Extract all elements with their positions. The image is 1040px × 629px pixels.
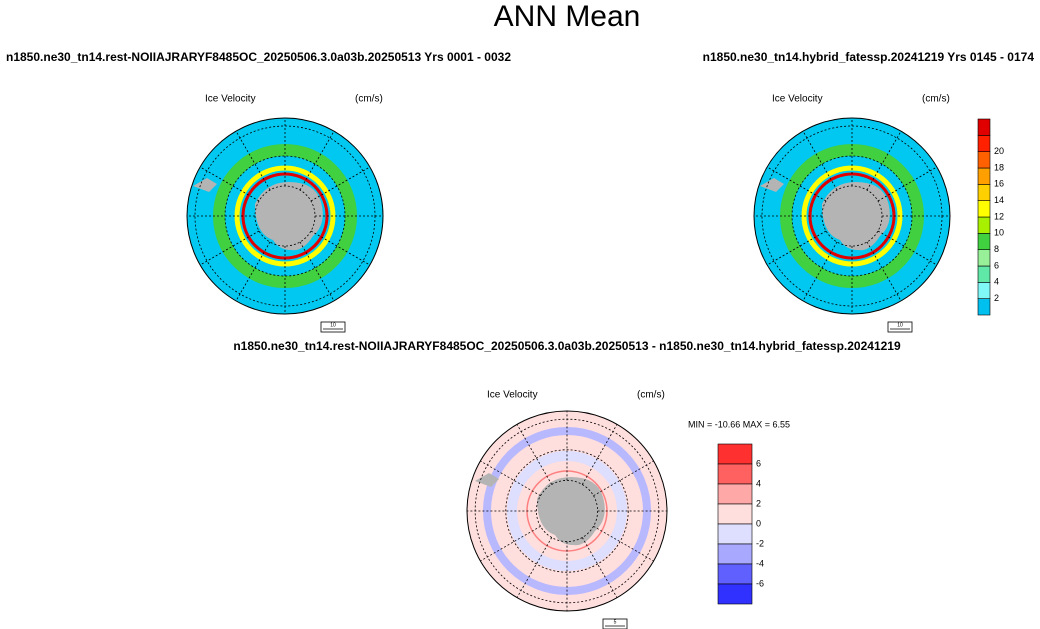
colorbar-tick-label: 16: [994, 179, 1004, 189]
colorbar-tick-label: 2: [994, 293, 999, 303]
colorbar-tick-label: 6: [994, 260, 999, 270]
longitude-line: [802, 241, 838, 302]
colorbar-box: [717, 583, 753, 605]
case-label: n1850.ne30_tn14.hybrid_fatessp.20241219 …: [703, 50, 1035, 64]
colorbar-tick-label: 12: [994, 211, 1004, 221]
vector-ref-box: [602, 618, 628, 629]
antarctica: [537, 477, 605, 546]
colorbar-tick-label: -6: [756, 578, 764, 588]
colorbar-box: [977, 282, 991, 299]
field-label: Ice Velocity: [487, 390, 538, 401]
longitude-line: [802, 130, 838, 191]
colorbar-box: [977, 265, 991, 283]
polar-map: [186, 117, 384, 315]
latitude-line: [505, 449, 629, 573]
longitude-line: [866, 130, 902, 191]
colorbar-box: [977, 151, 991, 169]
polar-map: [753, 117, 951, 315]
colorbar-tick-label: 0: [756, 518, 761, 528]
colorbar-tick-label: 6: [756, 458, 761, 468]
field-label: Ice Velocity: [205, 94, 256, 105]
colorbar-box: [717, 463, 753, 485]
vector-ref-box: [887, 321, 913, 333]
longitude-line: [866, 241, 902, 302]
longitude-line: [199, 166, 260, 202]
colorbar-box: [977, 249, 991, 267]
land: [193, 178, 217, 192]
units-label: (cm/s): [922, 94, 950, 105]
polar-map: [466, 410, 668, 612]
case-label: n1850.ne30_tn14.rest-NOIIAJRARYF8485OC_2…: [233, 339, 901, 353]
colorbar-tick-label: 14: [994, 195, 1004, 205]
colorbar-box: [977, 118, 991, 136]
longitude-line: [310, 230, 371, 266]
colorbar-box: [977, 298, 991, 316]
land: [760, 178, 784, 192]
longitude-line: [299, 130, 335, 191]
vector-ref-label: 5: [614, 619, 617, 625]
colorbar-tick-label: 4: [994, 277, 999, 287]
longitude-line: [235, 241, 271, 302]
colorbar-box: [977, 167, 991, 185]
colorbar-box: [717, 563, 753, 585]
field-label: Ice Velocity: [772, 94, 823, 105]
land: [475, 473, 499, 487]
stats: MIN = -10.66 MAX = 6.55: [688, 419, 790, 429]
longitude-line: [480, 525, 541, 562]
longitude-line: [766, 230, 827, 266]
colorbar-box: [977, 233, 991, 250]
units-label: (cm/s): [355, 94, 383, 105]
longitude-line: [581, 537, 618, 598]
vector-ref-box: [320, 321, 346, 333]
longitude-line: [877, 166, 938, 202]
title: ANN Mean: [494, 0, 641, 33]
longitude-line: [593, 525, 654, 562]
longitude-line: [877, 230, 938, 266]
case-label: n1850.ne30_tn14.rest-NOIIAJRARYF8485OC_2…: [6, 50, 511, 64]
colorbar-box: [717, 523, 753, 545]
colorbar-box: [977, 200, 991, 218]
colorbar-tick-label: 4: [756, 478, 761, 488]
colorbar-box: [977, 135, 991, 152]
longitude-line: [235, 130, 271, 191]
antarctica: [255, 182, 323, 251]
longitude-line: [299, 241, 335, 302]
vector-ref-label: 10: [897, 322, 903, 328]
longitude-line: [766, 166, 827, 202]
longitude-line: [480, 460, 541, 497]
longitude-line: [310, 166, 371, 202]
colorbar-box: [717, 483, 753, 505]
antarctica: [822, 182, 890, 251]
vector-ref-label: 10: [330, 322, 336, 328]
units-label: (cm/s): [637, 390, 665, 401]
colorbar-box: [717, 543, 753, 565]
longitude-line: [516, 424, 553, 485]
colorbar-tick-label: 18: [994, 162, 1004, 172]
colorbar-box: [977, 216, 991, 234]
longitude-line: [581, 424, 618, 485]
colorbar-tick-label: 10: [994, 228, 1004, 238]
colorbar-tick-label: -2: [756, 538, 764, 548]
colorbar-tick-label: 8: [994, 244, 999, 254]
colorbar-tick-label: 2: [756, 498, 761, 508]
colorbar-tick-label: 20: [994, 146, 1004, 156]
longitude-line: [593, 460, 654, 497]
colorbar-box: [717, 503, 753, 525]
colorbar-tick-label: -4: [756, 558, 764, 568]
colorbar-box: [977, 184, 991, 201]
longitude-line: [199, 230, 260, 266]
colorbar-box: [717, 443, 753, 465]
longitude-line: [516, 537, 553, 598]
